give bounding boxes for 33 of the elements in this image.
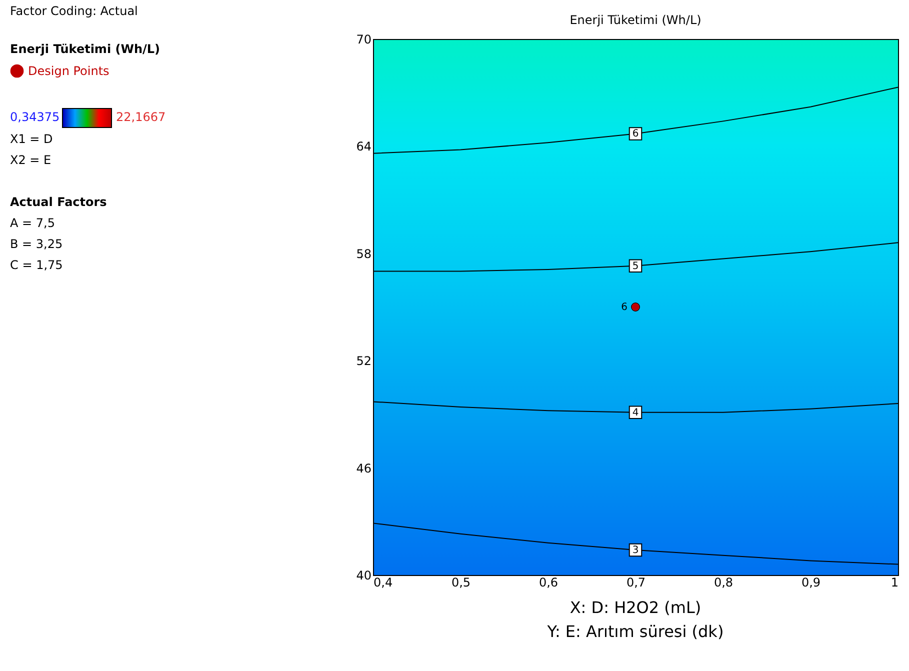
series-label: 5 (632, 260, 639, 272)
text: A = 7,5 (10, 216, 55, 230)
x-tick-label: 1 (890, 576, 898, 590)
text: C = 1,75 (10, 258, 63, 272)
legend-label: Design Points (28, 64, 110, 78)
x-tick-label: 0,8 (714, 576, 734, 590)
y-tick-label: 46 (356, 461, 372, 476)
series-label: 4 (632, 407, 639, 418)
x-tick-label: 0,4 (374, 576, 393, 590)
text: B = 3,25 (10, 237, 63, 251)
y-tick-label: 58 (356, 246, 372, 261)
annotation: 6 (621, 302, 628, 313)
x-tick-label: 0,6 (538, 576, 558, 590)
text: Y: E: Arıtım süresi (dk) (546, 622, 725, 641)
series-label: 3 (632, 544, 639, 556)
chart-title: Enerji Tüketimi (Wh/L) (570, 13, 702, 27)
y-tick-label: 40 (356, 568, 372, 582)
x-axis-title: X: D: H2O2 (mL) (568, 598, 702, 617)
text: X2 = E (10, 153, 52, 167)
text: Actual Factors (10, 195, 107, 209)
text: X1 = D (10, 132, 53, 146)
x-tick-label: 0,7 (626, 576, 646, 590)
text: Factor Coding: Actual (10, 4, 138, 18)
y-tick-label: 64 (356, 140, 372, 154)
x-tick-label: 0,5 (451, 576, 471, 590)
point (631, 302, 640, 312)
y-tick-label: 70 (356, 32, 372, 46)
legend-title: Enerji Tüketimi (Wh/L) (10, 42, 160, 56)
series-label: 6 (632, 128, 639, 140)
text: 22,1667 (116, 110, 166, 124)
text: 0,34375 (10, 110, 60, 124)
y-tick-label: 52 (356, 354, 372, 368)
x-tick-label: 0,9 (801, 576, 821, 590)
